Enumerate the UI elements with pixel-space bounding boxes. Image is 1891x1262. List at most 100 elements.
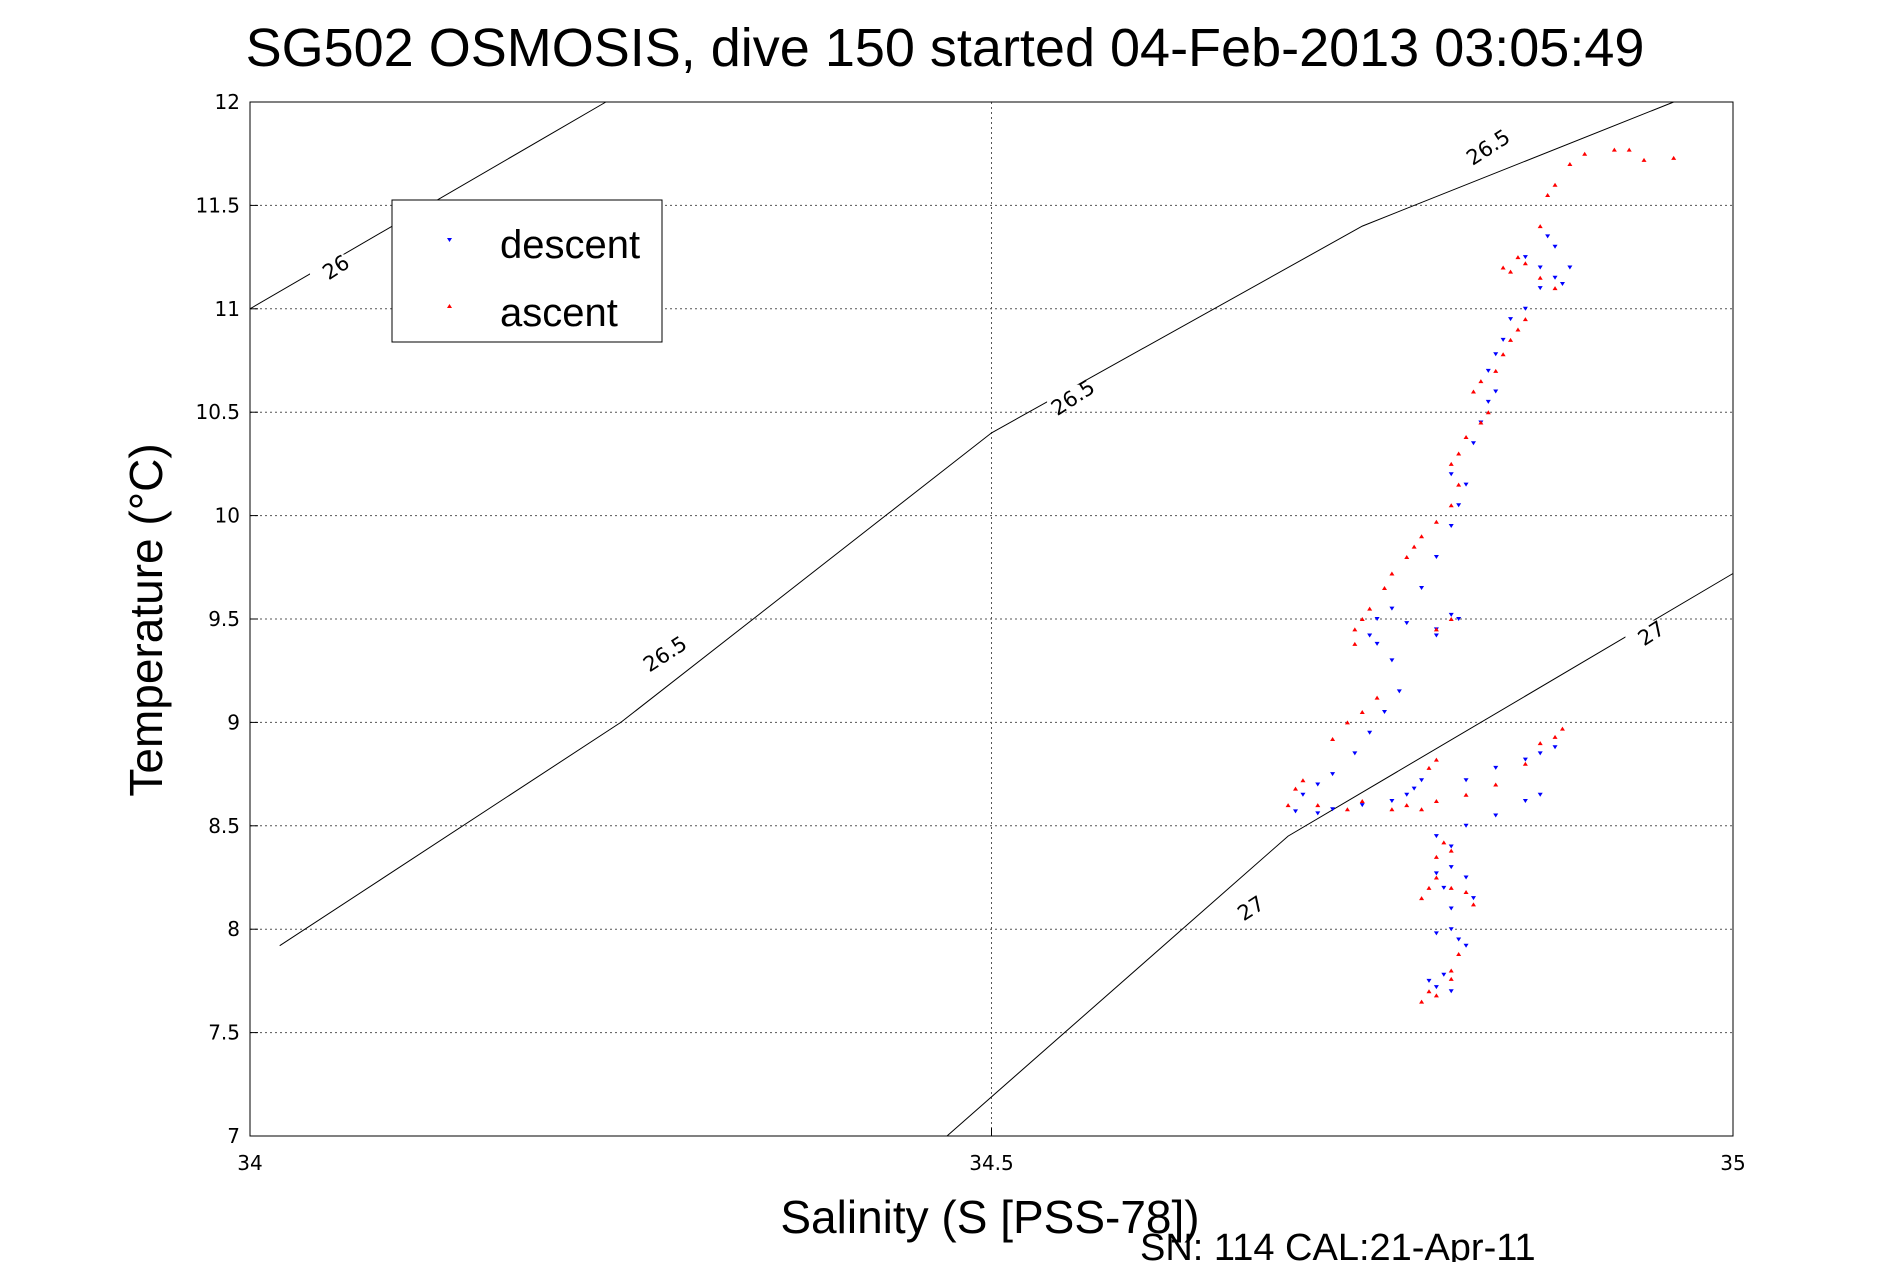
descent-point bbox=[1381, 710, 1387, 715]
descent-point bbox=[1456, 937, 1462, 942]
descent-point bbox=[1522, 798, 1528, 803]
x-tick-label: 34 bbox=[237, 1151, 262, 1175]
ascent-point bbox=[1545, 193, 1551, 198]
ascent-point bbox=[1411, 544, 1417, 549]
serial-calibration-footer: SN: 114 CAL:21-Apr-11 bbox=[1140, 1227, 1536, 1262]
ascent-point bbox=[1367, 606, 1373, 611]
density-contour-26-5 bbox=[279, 101, 1674, 947]
descent-point bbox=[1567, 265, 1573, 270]
descent-point bbox=[1433, 554, 1439, 559]
x-tick-label: 35 bbox=[1720, 1151, 1745, 1175]
ascent-point bbox=[1537, 275, 1543, 280]
ascent-point bbox=[1641, 157, 1647, 162]
ascent-point bbox=[1463, 889, 1469, 894]
descent-point bbox=[1552, 275, 1558, 280]
ascent-point bbox=[1508, 269, 1514, 274]
ascent-point bbox=[1448, 976, 1454, 981]
ascent-point bbox=[1426, 885, 1432, 890]
ascent-point bbox=[1522, 261, 1528, 266]
ascent-point bbox=[1552, 182, 1558, 187]
descent-point bbox=[1463, 823, 1469, 828]
ascent-point bbox=[1448, 885, 1454, 890]
ascent-point bbox=[1419, 896, 1425, 901]
descent-point bbox=[1448, 612, 1454, 617]
ascent-point bbox=[1419, 999, 1425, 1004]
ascent-point bbox=[1441, 840, 1447, 845]
legend-box bbox=[391, 199, 663, 343]
contour-label: 26.5 bbox=[1047, 375, 1099, 421]
ascent-point bbox=[1359, 710, 1365, 715]
ascent-point bbox=[1611, 147, 1617, 152]
ascent-point bbox=[1478, 420, 1484, 425]
descent-point bbox=[1419, 778, 1425, 783]
y-tick-label: 9 bbox=[227, 710, 240, 734]
legend: descent ascent bbox=[391, 199, 663, 343]
descent-point bbox=[1433, 633, 1439, 638]
descent-point bbox=[1552, 244, 1558, 249]
ascent-point bbox=[1381, 585, 1387, 590]
ascent-point bbox=[1359, 798, 1365, 803]
y-axis-label: Temperature (°C) bbox=[120, 443, 172, 796]
contour-label-background bbox=[639, 641, 692, 666]
ascent-point bbox=[1419, 534, 1425, 539]
descent-point bbox=[1448, 523, 1454, 528]
ascent-point bbox=[1433, 627, 1439, 632]
ascent-point bbox=[1559, 726, 1565, 731]
x-axis-label: Salinity (S [PSS-78]) bbox=[780, 1191, 1199, 1243]
ascent-point bbox=[1470, 389, 1476, 394]
ascent-point bbox=[1478, 379, 1484, 384]
descent-point bbox=[1448, 472, 1454, 477]
ascent-point bbox=[1300, 778, 1306, 783]
descent-point bbox=[1463, 875, 1469, 880]
ascent-point bbox=[1515, 255, 1521, 260]
descent-point bbox=[1485, 399, 1491, 404]
ascent-point bbox=[1582, 151, 1588, 156]
descent-point bbox=[1419, 585, 1425, 590]
ascent-point bbox=[1433, 519, 1439, 524]
ascent-point bbox=[1315, 803, 1321, 808]
ascent-point bbox=[1352, 627, 1358, 632]
ascent-point bbox=[1344, 807, 1350, 812]
ascent-point bbox=[1515, 327, 1521, 332]
descent-point bbox=[1470, 441, 1476, 446]
ascent-point bbox=[1426, 989, 1432, 994]
ascent-point bbox=[1537, 224, 1543, 229]
contour-label: 26.5 bbox=[639, 631, 691, 677]
descent-point bbox=[1448, 844, 1454, 849]
descent-point bbox=[1315, 811, 1321, 816]
descent-point bbox=[1374, 641, 1380, 646]
descent-point bbox=[1456, 503, 1462, 508]
ascent-point bbox=[1285, 803, 1291, 808]
descent-point bbox=[1396, 689, 1402, 694]
ascent-point bbox=[1470, 902, 1476, 907]
descent-point bbox=[1448, 989, 1454, 994]
contour-label-background bbox=[1225, 895, 1278, 920]
legend-descent-label: descent bbox=[500, 223, 640, 267]
descent-point bbox=[1330, 807, 1336, 812]
contour-label: 26.5 bbox=[1462, 125, 1514, 171]
ascent-point bbox=[1485, 410, 1491, 415]
y-tick-label: 11 bbox=[215, 297, 240, 321]
y-tick-label: 8.5 bbox=[208, 814, 240, 838]
ascent-point bbox=[1552, 286, 1558, 291]
descent-point bbox=[1552, 745, 1558, 750]
descent-point bbox=[1441, 972, 1447, 977]
ascent-point bbox=[1448, 848, 1454, 853]
contour-label-background bbox=[1625, 620, 1678, 645]
ascent-point bbox=[1456, 482, 1462, 487]
ascent-point bbox=[1500, 352, 1506, 357]
descent-point bbox=[1300, 792, 1306, 797]
y-tick-label: 9.5 bbox=[208, 607, 240, 631]
descent-point bbox=[1404, 621, 1410, 626]
descent-point bbox=[1448, 906, 1454, 911]
chart-title: SG502 OSMOSIS, dive 150 started 04-Feb-2… bbox=[246, 18, 1645, 78]
descent-point bbox=[1485, 368, 1491, 373]
ascent-point bbox=[1463, 792, 1469, 797]
descent-point bbox=[1493, 813, 1499, 818]
descent-point bbox=[1463, 482, 1469, 487]
descent-point bbox=[1367, 730, 1373, 735]
descent-point bbox=[1367, 633, 1373, 638]
ascent-point bbox=[1456, 952, 1462, 957]
